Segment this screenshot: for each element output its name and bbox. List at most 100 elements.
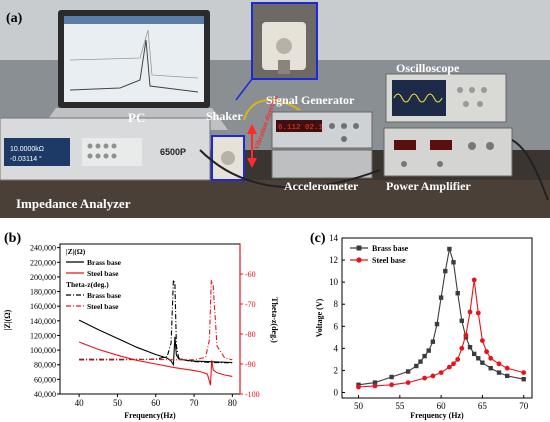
- brass-voltage-point: [451, 260, 456, 265]
- steel-voltage-point: [504, 365, 510, 371]
- steel-voltage-point: [422, 375, 427, 381]
- brass-voltage-point: [459, 318, 464, 323]
- steel-voltage-point: [430, 373, 436, 379]
- steel-impedance-line: [78, 341, 233, 386]
- generator-display: 6.112 02.1: [278, 124, 324, 132]
- y2-tick-label: -90: [245, 360, 256, 369]
- brass-voltage-point: [467, 345, 473, 350]
- brass-voltage-point: [422, 353, 427, 359]
- brass-voltage-point: [443, 268, 448, 274]
- y2-tick-label: -60: [245, 270, 256, 279]
- y-tick-label: 140,000: [30, 317, 56, 326]
- steel-voltage-point: [467, 309, 473, 315]
- oscilloscope: [385, 73, 507, 123]
- legend-steel-solid: Steel base: [87, 269, 119, 278]
- label-shaker: Shaker: [206, 109, 243, 123]
- power-amplifier: [383, 127, 513, 177]
- y-tick-label: 160,000: [30, 302, 56, 311]
- x-tick-label: 70: [519, 401, 529, 411]
- brass-voltage-point: [434, 321, 440, 327]
- steel-voltage-point: [389, 382, 394, 388]
- brass-voltage-point: [389, 374, 394, 380]
- brass-voltage-point: [438, 295, 444, 300]
- label-oscilloscope: Oscilloscope: [396, 61, 460, 75]
- steel-voltage-point: [463, 332, 469, 338]
- y2-tick-label: -70: [245, 300, 256, 309]
- label-accelerometer: Accelerometer: [284, 179, 359, 193]
- x-tick-label: 65: [478, 401, 488, 411]
- panel-label-b: (b): [4, 231, 21, 246]
- steel-voltage-point: [471, 277, 477, 283]
- legend-steel: Steel base: [372, 256, 406, 265]
- y-tick-label: 4: [334, 343, 339, 353]
- y-tick-label: 220,000: [30, 258, 56, 267]
- legend-steel-dashdot: Steel base: [87, 302, 119, 311]
- y-tick-label: 14: [329, 233, 339, 243]
- brass-voltage-point: [505, 373, 510, 379]
- steel-voltage-point: [447, 364, 452, 370]
- voltage-chart: (c) 50 55 60 65 70 0 2 4 6 8 10 12 14 Brass base Ste…: [310, 231, 533, 420]
- x-tick-label: 50: [354, 401, 364, 411]
- steel-voltage-point: [405, 380, 411, 385]
- y-tick-label: 100,000: [30, 346, 56, 355]
- steel-voltage-point: [438, 370, 444, 375]
- steel-voltage-point: [484, 349, 489, 355]
- vibration-direction-arrow: [247, 124, 257, 168]
- shaker-inset: [251, 2, 318, 80]
- brass-voltage-point: [480, 360, 485, 365]
- brass-voltage-point: [476, 356, 481, 361]
- y-tick-label: 60,000: [34, 375, 56, 384]
- legend-brass-solid: Brass base: [87, 258, 122, 267]
- y-tick-label: 12: [329, 255, 338, 265]
- brass-voltage-point: [521, 377, 526, 382]
- x-tick-label: 60: [151, 398, 161, 408]
- y-tick-label: 180,000: [30, 288, 56, 297]
- y2-axis-title-b: Theta-z(deg.): [270, 297, 279, 343]
- y-tick-label: 80,000: [34, 361, 56, 370]
- x-tick-label: 40: [75, 398, 85, 408]
- steel-voltage-point: [459, 345, 465, 351]
- legend-c: Brass base Steel base: [350, 244, 409, 265]
- y-tick-label: 6: [334, 321, 339, 331]
- x-tick-label: 60: [437, 401, 447, 411]
- brass-voltage-point: [447, 246, 452, 252]
- x-tick-label: 70: [190, 398, 200, 408]
- y-tick-label: 240,000: [30, 244, 56, 253]
- analyzer-display-line1: 10.0000kΩ: [10, 146, 44, 153]
- legend-b: |Z|(Ω) Brass base Steel base Theta-z(deg…: [66, 247, 122, 311]
- label-power-amplifier: Power Amplifier: [386, 179, 471, 193]
- legend-brass: Brass base: [372, 244, 409, 253]
- brass-voltage-point: [455, 291, 460, 296]
- y2-tick-label: -100: [245, 390, 260, 399]
- brass-voltage-point: [426, 348, 431, 353]
- y-tick-label: 8: [334, 299, 339, 309]
- brass-voltage-point: [418, 359, 423, 364]
- steel-voltage-point: [496, 361, 502, 367]
- y-tick-label: 40,000: [34, 390, 56, 399]
- steel-voltage-point: [372, 383, 378, 389]
- impedance-analyzer: 10.0000kΩ -0.03114 ° 6500P: [0, 117, 211, 181]
- panel-label-c: (c): [310, 231, 326, 246]
- accelerometer-unit: [271, 149, 373, 179]
- steel-phase-line: [79, 279, 233, 361]
- label-signal-generator: Signal Generator: [266, 93, 355, 107]
- steel-voltage-point: [475, 310, 481, 316]
- legend-brass-dashdot: Brass base: [87, 291, 122, 300]
- impedance-chart: (b) 40 50 60 70 80 40,000 60,000 80,000 100,000 1…: [3, 231, 279, 420]
- plot-frame-c: [341, 237, 533, 399]
- y-axis-title-c: Voltage (V): [315, 298, 324, 337]
- y2-tick-label: -80: [245, 330, 256, 339]
- shaker-device: [211, 78, 253, 181]
- y-axis-title-b: |Z|(Ω): [3, 309, 12, 330]
- signal-generator: 6.112 02.1: [271, 111, 373, 149]
- brass-voltage-point: [496, 370, 502, 375]
- panel-label-a: (a): [6, 11, 23, 26]
- y-tick-label: 120,000: [30, 331, 56, 340]
- steel-voltage-point: [356, 384, 361, 390]
- steel-voltage-point: [480, 338, 485, 343]
- x-tick-label: 55: [395, 401, 405, 411]
- x-tick-label: 50: [113, 398, 123, 408]
- legend-group2-title: Theta-z(deg.): [66, 280, 109, 289]
- y-tick-label: 2: [334, 365, 339, 375]
- brass-voltage-point: [430, 339, 436, 344]
